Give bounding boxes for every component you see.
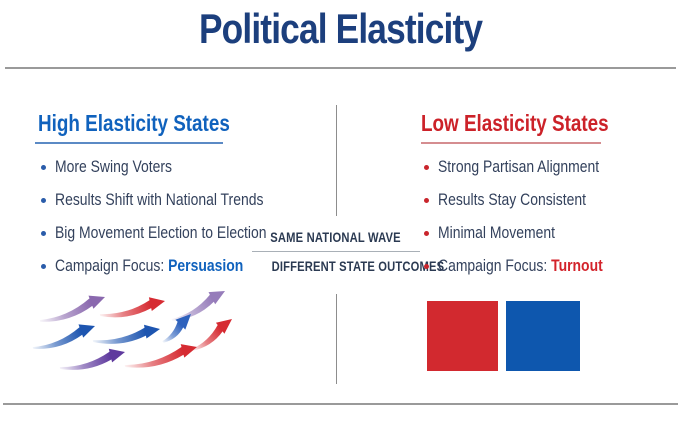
bullet-emphasis-text: Turnout [551, 256, 603, 275]
same-national-wave-label: SAME NATIONAL WAVE [250, 229, 422, 245]
bullet-text: Results Shift with National Trends [55, 190, 264, 209]
swoosh-arrow [191, 319, 232, 351]
bullet-text: More Swing Voters [55, 157, 173, 176]
bullet-dot-icon [41, 264, 46, 269]
center-small-divider [252, 251, 420, 252]
high-elasticity-heading-text: High Elasticity States [38, 110, 230, 136]
bullet-item: Big Movement Election to Election [38, 224, 338, 242]
different-state-outcomes-text: DIFFERENT STATE OUTCOMES [271, 258, 445, 274]
center-vertical-line-bottom [336, 294, 337, 384]
bullet-dot-icon [424, 231, 429, 236]
top-divider-line [5, 67, 676, 69]
bullet-dot-icon [424, 264, 429, 269]
center-vertical-line-top [336, 105, 337, 216]
high-elasticity-heading: High Elasticity States [38, 110, 272, 137]
bullet-item: Campaign Focus: Persuasion [38, 257, 338, 275]
bullet-item: Results Stay Consistent [421, 191, 681, 209]
bullet-emphasis-text: Persuasion [168, 256, 244, 275]
swoosh-arrow [124, 344, 197, 368]
bullet-dot-icon [41, 198, 46, 203]
swoosh-arrow [99, 297, 165, 318]
low-elasticity-heading-underline [421, 142, 601, 144]
bullet-item: Strong Partisan Alignment [421, 158, 681, 176]
swoosh-arrow [171, 291, 225, 321]
low-elasticity-bullet-list: Strong Partisan Alignment Results Stay Co… [421, 158, 681, 290]
same-national-wave-text: SAME NATIONAL WAVE [270, 229, 402, 245]
bullet-text: Minimal Movement [438, 223, 555, 242]
different-state-outcomes-label: DIFFERENT STATE OUTCOMES [250, 258, 445, 274]
bullet-item: Results Shift with National Trends [38, 191, 338, 209]
bullet-item: Campaign Focus: Turnout [421, 257, 681, 275]
bullet-dot-icon [424, 165, 429, 170]
red-state-square [427, 301, 498, 371]
center-label-block: SAME NATIONAL WAVE DIFFERENT STATE OUTCO… [250, 229, 445, 274]
swoosh-arrow [92, 324, 160, 344]
high-elasticity-bullet-list: More Swing Voters Results Shift with Nati… [38, 158, 338, 290]
swoosh-arrows-graphic [32, 291, 232, 370]
bottom-divider-line [3, 403, 678, 405]
bullet-dot-icon [41, 231, 46, 236]
bullet-dot-icon [424, 198, 429, 203]
bullet-text: Big Movement Election to Election [55, 223, 267, 242]
swoosh-arrow [59, 348, 125, 370]
high-elasticity-heading-underline [35, 142, 223, 144]
bullet-text: Strong Partisan Alignment [438, 157, 600, 176]
swoosh-arrow [39, 295, 106, 322]
bullet-text: Campaign Focus: Persuasion [55, 256, 244, 275]
page-title-text: Political Elasticity [198, 5, 483, 52]
low-elasticity-heading-text: Low Elasticity States [421, 110, 609, 136]
swoosh-arrow [32, 324, 95, 350]
bullet-text: Results Stay Consistent [438, 190, 586, 209]
page-title: Political Elasticity [0, 5, 681, 53]
bullet-item: More Swing Voters [38, 158, 338, 176]
blue-state-square [506, 301, 580, 371]
bullet-dot-icon [41, 165, 46, 170]
low-elasticity-heading: Low Elasticity States [421, 110, 650, 137]
bullet-text: Campaign Focus: Turnout [438, 256, 603, 275]
bullet-item: Minimal Movement [421, 224, 681, 242]
swoosh-arrow [162, 314, 191, 343]
